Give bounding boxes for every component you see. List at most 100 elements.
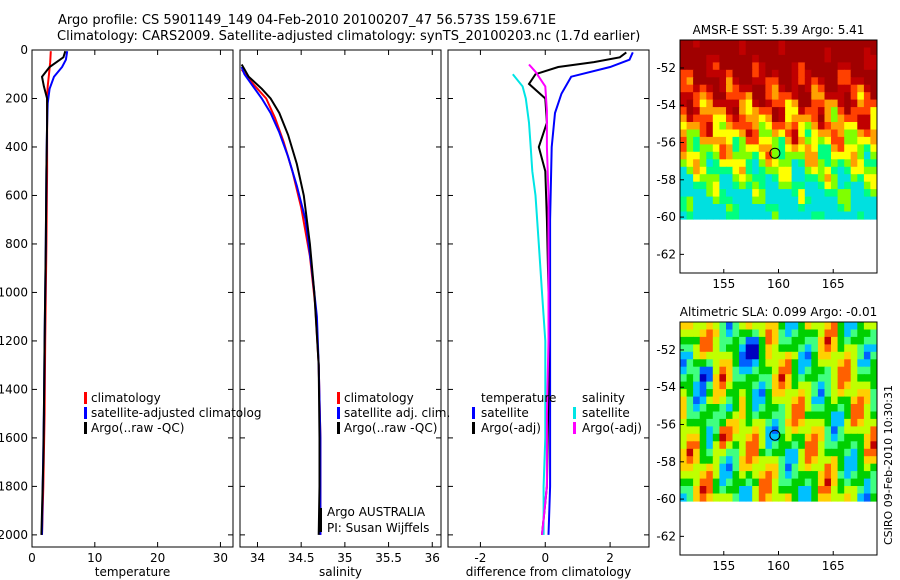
sla-map-cell	[857, 493, 865, 502]
sst-map-cell	[837, 174, 845, 183]
salinity-xtick-label: 35.5	[375, 551, 402, 565]
sst-map-cell	[732, 54, 740, 63]
sla-map-cell	[739, 359, 747, 368]
sla-map-cell	[778, 389, 786, 398]
sla-map-cell	[824, 478, 832, 487]
sst-map-cell	[850, 47, 858, 56]
sla-map-cell	[791, 336, 799, 345]
sst-map-cell	[824, 92, 832, 101]
sst-map-cell	[831, 151, 839, 160]
sla-map-cell	[791, 448, 799, 457]
sla-map-cell	[693, 426, 701, 435]
sst-map-cell	[726, 84, 734, 93]
sst-map-cell	[811, 54, 819, 63]
sla-map-cell	[693, 329, 701, 338]
sla-map-cell	[837, 381, 845, 390]
sst-map-cell	[831, 114, 839, 123]
sla-map-cell	[824, 441, 832, 450]
sla-map-cell	[686, 374, 694, 383]
sst-map-cell	[732, 92, 740, 101]
sla-map-cell	[699, 344, 707, 353]
sla-map-cell	[778, 433, 786, 442]
sst-map-cell	[850, 62, 858, 71]
sst-map-cell	[785, 99, 793, 108]
sst-map-cell	[726, 77, 734, 86]
sla-map-cell	[857, 426, 865, 435]
sst-map-cell	[824, 62, 832, 71]
sst-map-cell	[771, 107, 780, 116]
sst-map-cell	[680, 136, 688, 145]
sla-map-cell	[804, 374, 812, 383]
sst-map-cell	[824, 189, 832, 198]
sst-map-cell	[831, 107, 839, 116]
sst-map-cell	[778, 69, 786, 78]
sla-map-cell	[863, 366, 872, 375]
sla-map-cell	[712, 456, 720, 465]
sst-map-cell	[745, 174, 753, 183]
sst-map-cell	[785, 122, 793, 131]
sla-map-cell	[831, 418, 839, 427]
sla-map-cell	[706, 366, 714, 375]
sst-map-cell	[706, 159, 714, 168]
sst-map-cell	[804, 69, 812, 78]
sla-map-cell	[686, 396, 694, 405]
sst-map-cell	[824, 151, 832, 160]
sla-map-cell	[850, 426, 858, 435]
sst-map-cell	[712, 136, 720, 145]
sla-map-cell	[798, 433, 806, 442]
sla-map-cell	[785, 359, 793, 368]
sla-map-cell	[844, 396, 852, 405]
salinity-xtick-label: 35	[337, 551, 352, 565]
sla-map-cell	[699, 456, 707, 465]
sst-map-cell	[798, 144, 806, 153]
sst-map-cell	[726, 47, 734, 56]
sla-map-cell	[732, 322, 740, 331]
depth-tick-label: 800	[5, 237, 28, 251]
sst-map-cell	[699, 181, 707, 190]
sst-map-cell	[765, 189, 773, 198]
sst-map-cell	[706, 136, 714, 145]
difference-series-line	[512, 73, 547, 535]
sla-map-cell	[686, 426, 694, 435]
sst-map-cell	[686, 211, 694, 220]
sla-map-cell	[850, 374, 858, 383]
sst-map-cell	[785, 204, 793, 213]
sla-map-cell	[726, 389, 734, 398]
sst-map-cell	[699, 84, 707, 93]
sst-map-cell	[739, 196, 747, 205]
sst-map-cell	[831, 189, 839, 198]
sla-map-cell	[680, 426, 688, 435]
sla-map-cell	[804, 486, 812, 495]
sla-map-cell	[745, 336, 753, 345]
sst-map-cell	[877, 167, 884, 175]
sst-map-cell	[831, 204, 839, 213]
sst-map-cell	[863, 54, 872, 63]
sla-map-cell	[706, 456, 714, 465]
sla-map-cell	[831, 433, 839, 442]
sla-map-cell	[699, 366, 707, 375]
sst-map-cell	[745, 77, 753, 86]
sla-map-cell	[798, 396, 806, 405]
sst-map-title: AMSR-E SST: 5.39 Argo: 5.41	[693, 23, 865, 37]
sst-map-cell	[877, 55, 884, 63]
sst-map-cell	[817, 69, 826, 78]
sst-map-cell	[863, 144, 872, 153]
sla-map-cell	[752, 463, 760, 472]
sst-map-cell	[699, 77, 707, 86]
sst-map-cell	[732, 211, 740, 220]
sst-map-cell	[844, 107, 852, 116]
sla-map-cell	[804, 433, 812, 442]
sla-map-cell	[837, 396, 845, 405]
salinity-legend-swatch	[337, 407, 340, 419]
sla-map-cell	[680, 381, 688, 390]
sst-map-cell	[732, 196, 740, 205]
sst-map-cell	[752, 129, 760, 138]
sla-map-cell	[699, 351, 707, 360]
sla-map-cell	[870, 486, 877, 495]
sst-map-cell	[850, 181, 858, 190]
sst-map-cell	[844, 196, 852, 205]
sst-map-cell	[712, 54, 720, 63]
sst-map-cell	[758, 99, 766, 108]
sla-map-cell	[837, 463, 845, 472]
sla-map-cell	[863, 426, 872, 435]
